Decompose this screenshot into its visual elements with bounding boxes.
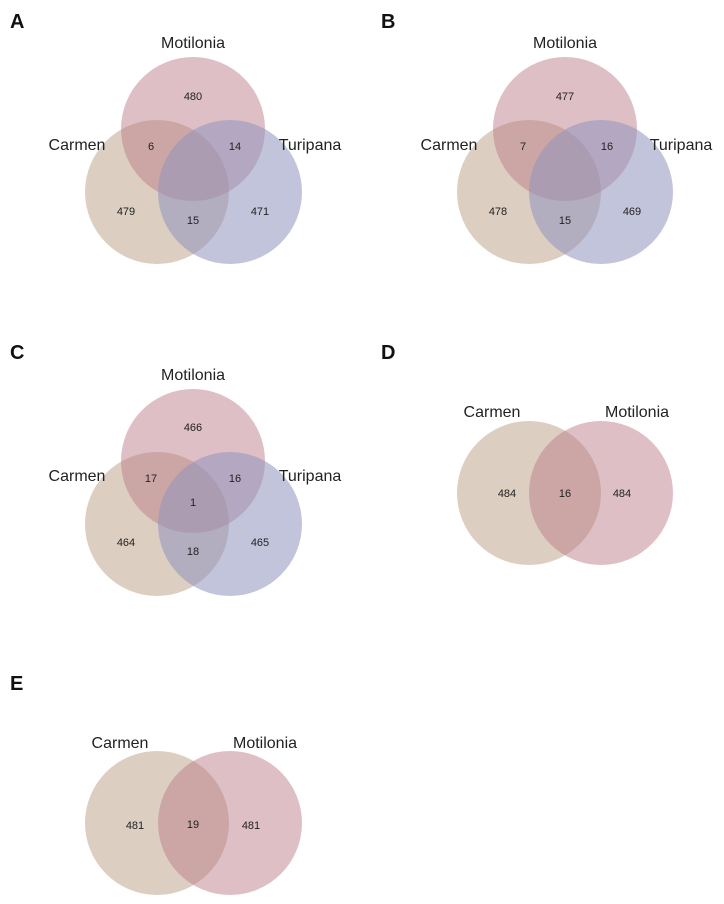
count-motilonia-turipana: 16 xyxy=(601,141,613,153)
count-motilonia-only: 481 xyxy=(242,820,260,832)
turipana-circle xyxy=(158,120,302,264)
panel-c: C Motilonia Carmen Turipana 466 17 16 1 … xyxy=(10,342,341,596)
set-label-motilonia: Motilonia xyxy=(161,35,225,52)
count-carmen-motilonia: 7 xyxy=(520,141,526,153)
count-motilonia-only: 477 xyxy=(556,91,574,103)
panel-letter: C xyxy=(10,342,24,364)
set-label-turipana: Turipana xyxy=(650,137,713,154)
count-motilonia-turipana: 16 xyxy=(229,473,241,485)
set-label-carmen: Carmen xyxy=(49,468,106,485)
count-motilonia-only: 480 xyxy=(184,91,202,103)
panel-letter: A xyxy=(10,11,24,33)
count-carmen-only: 478 xyxy=(489,206,507,218)
count-turipana-only: 465 xyxy=(251,537,269,549)
panel-letter: D xyxy=(381,342,395,364)
turipana-circle xyxy=(158,452,302,596)
count-carmen-turipana: 15 xyxy=(187,215,199,227)
set-label-motilonia: Motilonia xyxy=(161,367,225,384)
set-label-carmen: Carmen xyxy=(92,735,149,752)
count-motilonia-only: 484 xyxy=(613,488,631,500)
panel-a: A Motilonia Carmen Turipana 480 6 14 479… xyxy=(10,11,341,264)
count-both: 16 xyxy=(559,488,571,500)
count-turipana-only: 471 xyxy=(251,206,269,218)
turipana-circle xyxy=(529,120,673,264)
count-carmen-turipana: 15 xyxy=(559,215,571,227)
panel-d: D Carmen Motilonia 484 16 484 xyxy=(381,342,673,565)
motilonia-circle xyxy=(529,421,673,565)
set-label-carmen: Carmen xyxy=(421,137,478,154)
count-carmen-motilonia: 6 xyxy=(148,141,154,153)
count-carmen-motilonia: 17 xyxy=(145,473,157,485)
set-label-carmen: Carmen xyxy=(49,137,106,154)
count-motilonia-turipana: 14 xyxy=(229,141,241,153)
count-all: 1 xyxy=(190,497,196,509)
set-label-carmen: Carmen xyxy=(464,404,521,421)
set-label-motilonia: Motilonia xyxy=(533,35,597,52)
count-carmen-only: 484 xyxy=(498,488,516,500)
set-label-motilonia: Motilonia xyxy=(233,735,297,752)
count-carmen-turipana: 18 xyxy=(187,546,199,558)
count-carmen-only: 479 xyxy=(117,206,135,218)
count-both: 19 xyxy=(187,819,199,831)
set-label-turipana: Turipana xyxy=(279,137,342,154)
count-motilonia-only: 466 xyxy=(184,422,202,434)
panel-e: E Carmen Motilonia 481 19 481 xyxy=(10,673,302,895)
motilonia-circle xyxy=(158,751,302,895)
count-carmen-only: 481 xyxy=(126,820,144,832)
carmen-circle xyxy=(457,421,601,565)
count-turipana-only: 469 xyxy=(623,206,641,218)
carmen-circle xyxy=(85,751,229,895)
set-label-turipana: Turipana xyxy=(279,468,342,485)
panel-letter: E xyxy=(10,673,23,695)
count-carmen-only: 464 xyxy=(117,537,135,549)
panel-letter: B xyxy=(381,11,395,33)
set-label-motilonia: Motilonia xyxy=(605,404,669,421)
panel-b: B Motilonia Carmen Turipana 477 7 16 478… xyxy=(381,11,712,264)
